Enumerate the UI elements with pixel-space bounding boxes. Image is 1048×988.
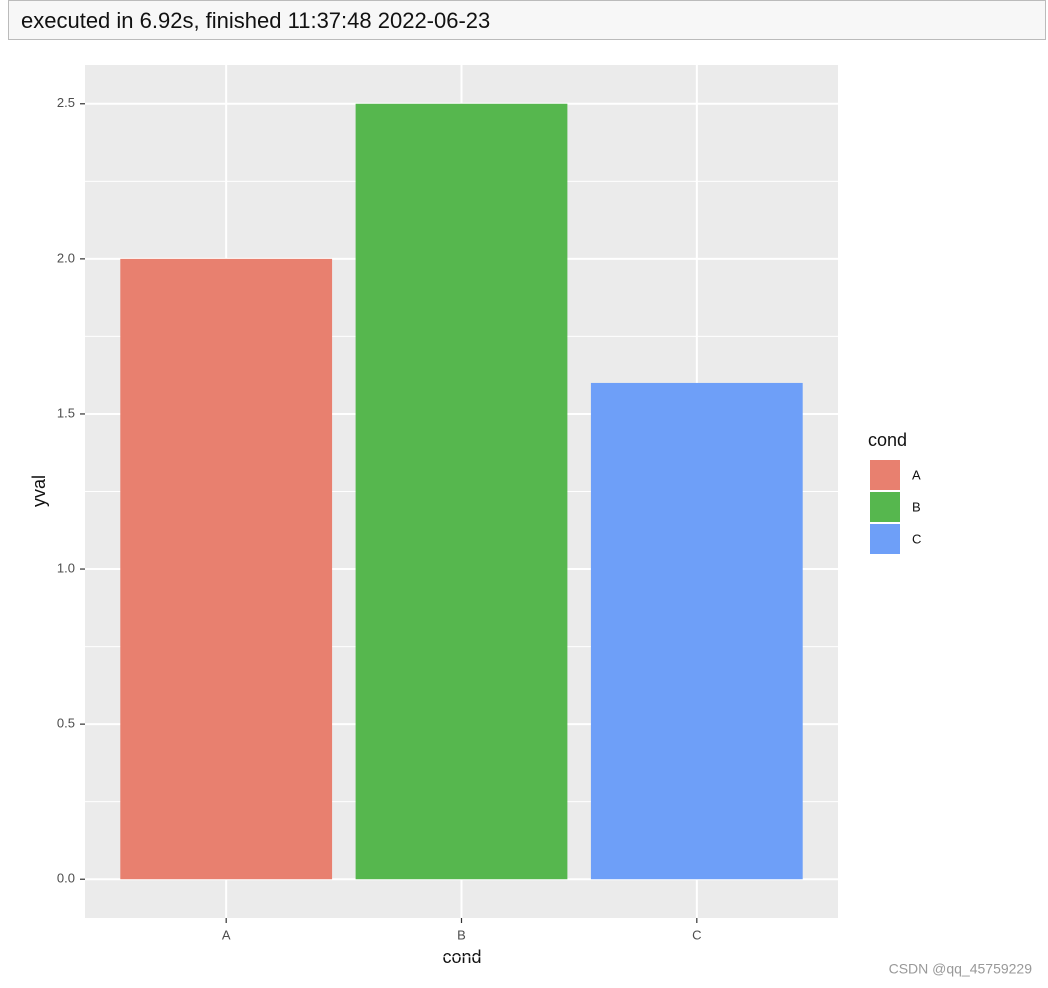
bar [355, 103, 568, 880]
bar [120, 258, 333, 880]
y-tick-label: 0.0 [57, 871, 75, 886]
legend-key [870, 492, 900, 522]
bar [590, 382, 803, 880]
watermark: CSDN @qq_45759229 [889, 961, 1033, 977]
legend-label: C [912, 531, 921, 546]
legend-label: A [912, 467, 921, 482]
x-tick-label: C [692, 927, 701, 942]
x-tick-label: B [457, 927, 466, 942]
y-tick-label: 2.5 [57, 95, 75, 110]
cell-status: executed in 6.92s, finished 11:37:48 202… [8, 0, 1046, 40]
legend-label: B [912, 499, 921, 514]
legend-key [870, 524, 900, 554]
y-tick-label: 1.0 [57, 560, 75, 575]
x-tick-label: A [222, 927, 231, 942]
y-tick-label: 1.5 [57, 405, 75, 420]
y-axis-title: yval [29, 475, 49, 507]
y-tick-label: 2.0 [57, 250, 75, 265]
legend-key [870, 460, 900, 490]
legend-title: cond [868, 430, 907, 450]
y-tick-label: 0.5 [57, 716, 75, 731]
